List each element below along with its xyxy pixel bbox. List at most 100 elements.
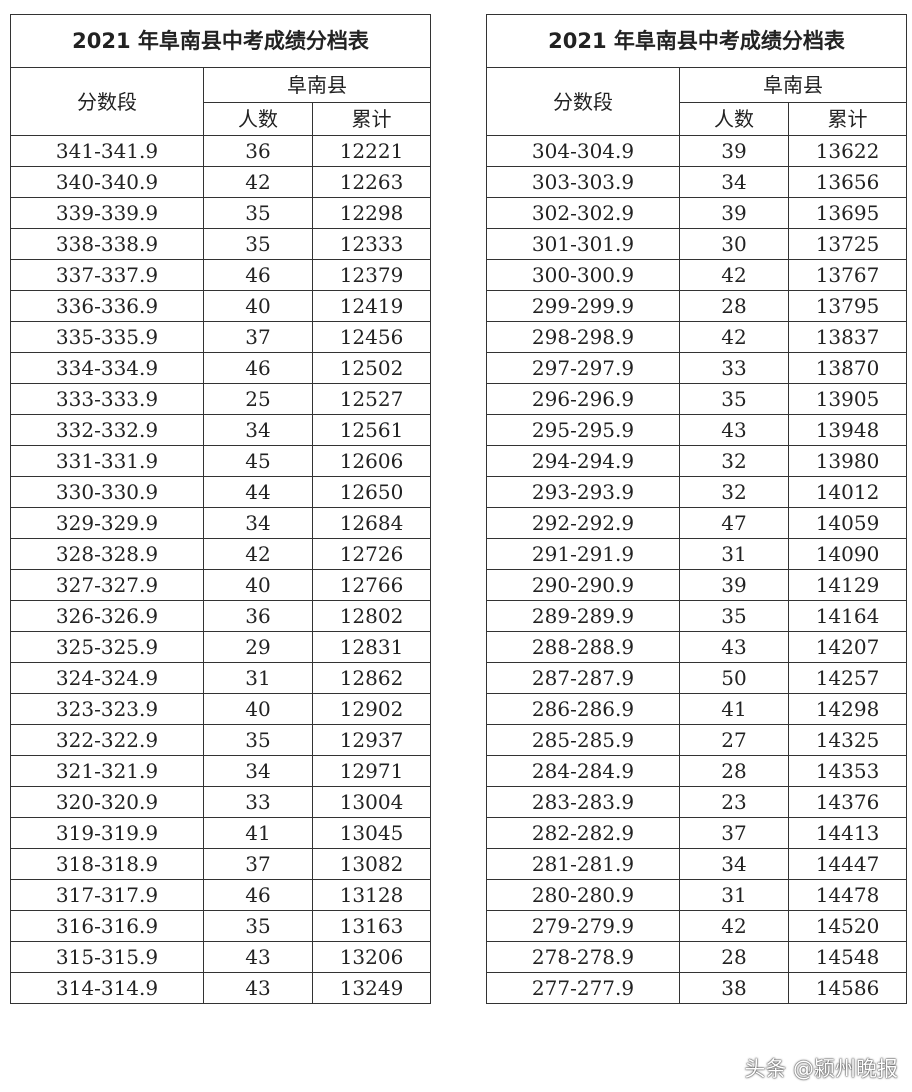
table-row: 335-335.9 37 12456 [10, 321, 432, 353]
score-range-cell: 285-285.9 [486, 724, 680, 756]
table-row: 300-300.9 42 13767 [486, 259, 908, 291]
score-range-cell: 323-323.9 [10, 693, 204, 725]
table-row: 323-323.9 40 12902 [10, 693, 432, 725]
table-row: 297-297.9 33 13870 [486, 352, 908, 384]
table-row: 294-294.9 32 13980 [486, 445, 908, 477]
count-cell: 34 [679, 848, 789, 880]
score-range-cell: 319-319.9 [10, 817, 204, 849]
table-row: 302-302.9 39 13695 [486, 197, 908, 229]
cumulative-cell: 12650 [311, 476, 432, 508]
count-cell: 35 [203, 197, 313, 229]
score-range-cell: 296-296.9 [486, 383, 680, 415]
cumulative-cell: 12527 [311, 383, 432, 415]
score-range-cell: 294-294.9 [486, 445, 680, 477]
table-row: 341-341.9 36 12221 [10, 135, 432, 167]
cumulative-cell: 13870 [787, 352, 908, 384]
cumulative-cell: 12606 [311, 445, 432, 477]
cumulative-cell: 12862 [311, 662, 432, 694]
cumulative-cell: 14325 [787, 724, 908, 756]
count-cell: 33 [679, 352, 789, 384]
score-range-cell: 303-303.9 [486, 166, 680, 198]
table-row: 339-339.9 35 12298 [10, 197, 432, 229]
table-row: 333-333.9 25 12527 [10, 383, 432, 415]
score-range-cell: 336-336.9 [10, 290, 204, 322]
count-cell: 44 [203, 476, 313, 508]
count-cell: 27 [679, 724, 789, 756]
cumulative-cell: 13905 [787, 383, 908, 415]
count-cell: 39 [679, 135, 789, 167]
table-row: 284-284.9 28 14353 [486, 755, 908, 787]
count-cell: 41 [679, 693, 789, 725]
cumulative-cell: 13725 [787, 228, 908, 260]
score-range-cell: 279-279.9 [486, 910, 680, 942]
table-row: 316-316.9 35 13163 [10, 910, 432, 942]
table-row: 285-285.9 27 14325 [486, 724, 908, 756]
count-cell: 46 [203, 352, 313, 384]
count-cell: 29 [203, 631, 313, 663]
table-row: 337-337.9 46 12379 [10, 259, 432, 291]
cumulative-cell: 13795 [787, 290, 908, 322]
count-cell: 35 [203, 724, 313, 756]
count-cell: 35 [203, 228, 313, 260]
count-cell: 40 [203, 693, 313, 725]
score-range-cell: 338-338.9 [10, 228, 204, 260]
count-cell: 42 [679, 321, 789, 353]
cumulative-cell: 14129 [787, 569, 908, 601]
count-cell: 39 [679, 197, 789, 229]
count-cell: 47 [679, 507, 789, 539]
table-row: 336-336.9 40 12419 [10, 290, 432, 322]
score-range-cell: 325-325.9 [10, 631, 204, 663]
count-cell: 42 [679, 910, 789, 942]
cumulative-cell: 12726 [311, 538, 432, 570]
table-row: 281-281.9 34 14447 [486, 848, 908, 880]
cumulative-cell: 12379 [311, 259, 432, 291]
table-row: 338-338.9 35 12333 [10, 228, 432, 260]
score-range-cell: 316-316.9 [10, 910, 204, 942]
header-cumulative: 累计 [311, 102, 432, 136]
score-range-cell: 283-283.9 [486, 786, 680, 818]
header-count: 人数 [679, 102, 789, 136]
table-title: 2021 年阜南县中考成绩分档表 [485, 14, 908, 68]
count-cell: 43 [203, 972, 313, 1004]
watermark: 头条 @颍州晚报 [744, 1057, 898, 1081]
table-row: 319-319.9 41 13045 [10, 817, 432, 849]
score-range-cell: 301-301.9 [486, 228, 680, 260]
cumulative-cell: 13128 [311, 879, 432, 911]
score-table-right: 2021 年阜南县中考成绩分档表 分数段 阜南县 人数 累计 304-304.9 39 136… [485, 14, 908, 1004]
score-range-cell: 287-287.9 [486, 662, 680, 694]
table-row: 278-278.9 28 14548 [486, 941, 908, 973]
score-range-cell: 288-288.9 [486, 631, 680, 663]
score-range-cell: 339-339.9 [10, 197, 204, 229]
score-range-cell: 290-290.9 [486, 569, 680, 601]
cumulative-cell: 13767 [787, 259, 908, 291]
table-row: 318-318.9 37 13082 [10, 848, 432, 880]
count-cell: 43 [679, 631, 789, 663]
score-range-cell: 328-328.9 [10, 538, 204, 570]
table-row: 329-329.9 34 12684 [10, 507, 432, 539]
table-row: 325-325.9 29 12831 [10, 631, 432, 663]
table-row: 322-322.9 35 12937 [10, 724, 432, 756]
count-cell: 31 [679, 879, 789, 911]
header-score-range: 分数段 [486, 67, 680, 136]
table-row: 296-296.9 35 13905 [486, 383, 908, 415]
count-cell: 32 [679, 445, 789, 477]
table-row: 326-326.9 36 12802 [10, 600, 432, 632]
table-row: 321-321.9 34 12971 [10, 755, 432, 787]
cumulative-cell: 13695 [787, 197, 908, 229]
cumulative-cell: 13837 [787, 321, 908, 353]
header-county: 阜南县 [202, 67, 432, 103]
cumulative-cell: 12831 [311, 631, 432, 663]
cumulative-cell: 14413 [787, 817, 908, 849]
score-range-cell: 299-299.9 [486, 290, 680, 322]
count-cell: 43 [679, 414, 789, 446]
count-cell: 43 [203, 941, 313, 973]
cumulative-cell: 14376 [787, 786, 908, 818]
count-cell: 34 [203, 755, 313, 787]
score-range-cell: 332-332.9 [10, 414, 204, 446]
table-row: 314-314.9 43 13249 [10, 972, 432, 1004]
score-range-cell: 280-280.9 [486, 879, 680, 911]
cumulative-cell: 14520 [787, 910, 908, 942]
count-cell: 31 [679, 538, 789, 570]
cumulative-cell: 13980 [787, 445, 908, 477]
table-row: 328-328.9 42 12726 [10, 538, 432, 570]
